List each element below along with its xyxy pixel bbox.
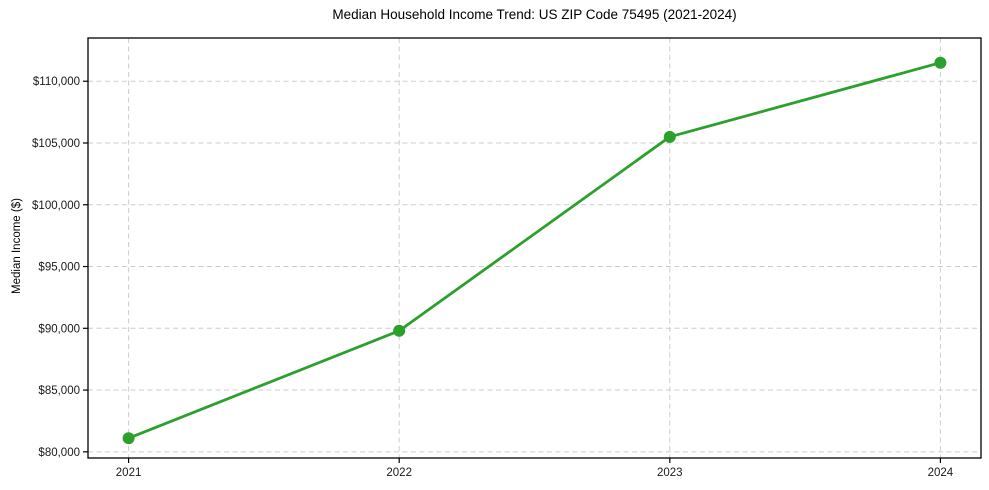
y-tick-label: $110,000 [33,76,80,88]
x-tick-label: 2023 [657,467,683,479]
y-tick-label: $80,000 [38,447,80,459]
y-tick-label: $95,000 [38,262,80,274]
x-tick-label: 2021 [116,467,142,479]
x-tick-label: 2022 [386,467,412,479]
y-tick-label: $105,000 [32,138,80,150]
chart-title: Median Household Income Trend: US ZIP Co… [332,7,737,22]
data-point-2021 [122,432,135,445]
data-point-2023 [663,130,676,143]
trend-line [128,61,941,440]
y-tick-label: $85,000 [38,385,80,397]
data-point-2024 [934,56,947,69]
x-tick-label: 2024 [928,467,954,479]
y-tick-label: $100,000 [32,200,80,212]
plot-border [87,37,982,459]
y-tick-label: $90,000 [38,323,80,335]
data-point-2022 [393,324,406,337]
